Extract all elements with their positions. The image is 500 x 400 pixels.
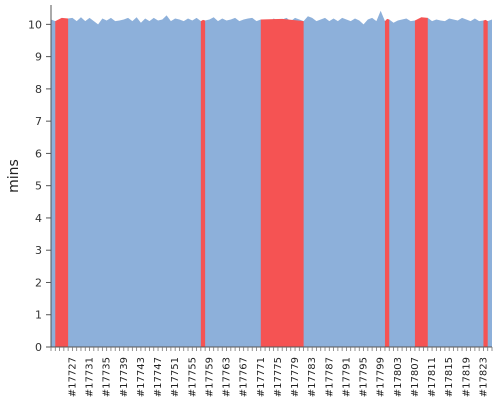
failed-build-band bbox=[200, 19, 206, 347]
x-tick-labels: #17727 #17731 #17735 #17739 #17743 #17747 #177… bbox=[67, 357, 489, 397]
x-tick-label: #17791 bbox=[341, 357, 352, 397]
y-tick-label: 1 bbox=[35, 309, 42, 322]
failed-build-band bbox=[260, 18, 304, 347]
axis-layer bbox=[46, 5, 493, 351]
failed-build-band bbox=[384, 18, 390, 347]
x-tick-label: #17775 bbox=[273, 357, 284, 397]
x-tick-label: #17759 bbox=[204, 357, 215, 397]
y-tick-label: 4 bbox=[35, 212, 42, 225]
x-tick-label: #17763 bbox=[222, 357, 233, 397]
failed-build-band bbox=[55, 17, 69, 347]
y-tick-label: 10 bbox=[28, 18, 42, 31]
y-tick-label: 5 bbox=[35, 180, 42, 193]
x-tick-label: #17751 bbox=[170, 357, 181, 397]
x-tick-label: #17811 bbox=[427, 357, 438, 397]
x-tick-label: #17795 bbox=[359, 357, 370, 397]
y-tick-label: 3 bbox=[35, 244, 42, 257]
y-tick-label: 7 bbox=[35, 115, 42, 128]
y-tick-label: 2 bbox=[35, 276, 42, 289]
y-axis-label: mins bbox=[6, 159, 22, 193]
x-tick-label: #17735 bbox=[102, 357, 113, 397]
failed-build-band bbox=[414, 17, 428, 348]
x-tick-label: #17799 bbox=[376, 357, 387, 397]
x-tick-label: #17803 bbox=[393, 357, 404, 397]
x-tick-label: #17747 bbox=[153, 357, 164, 397]
x-tick-label: #17787 bbox=[324, 357, 335, 397]
x-tick-label: #17731 bbox=[85, 357, 96, 397]
x-tick-label: #17739 bbox=[119, 357, 130, 397]
x-tick-label: #17779 bbox=[290, 357, 301, 397]
y-tick-labels: 0 1 2 3 4 5 6 7 8 9 10 bbox=[28, 18, 42, 354]
y-tick-label: 0 bbox=[35, 341, 42, 354]
x-tick-label: #17767 bbox=[239, 357, 250, 397]
x-tick-label: #17743 bbox=[136, 357, 147, 397]
area-layer bbox=[51, 10, 492, 348]
x-tick-label: #17823 bbox=[478, 357, 489, 397]
y-tick-label: 6 bbox=[35, 147, 42, 160]
x-tick-label: #17807 bbox=[410, 357, 421, 397]
x-tick-label: #17755 bbox=[187, 357, 198, 397]
x-tick-label: #17771 bbox=[256, 357, 267, 397]
y-tick-label: 8 bbox=[35, 83, 42, 96]
x-tick-label: #17819 bbox=[461, 357, 472, 397]
failed-build-band bbox=[483, 19, 488, 347]
x-tick-label: #17783 bbox=[307, 357, 318, 397]
y-tick-label: 9 bbox=[35, 51, 42, 64]
x-tick-label: #17727 bbox=[67, 357, 78, 397]
x-tick-label: #17815 bbox=[444, 357, 455, 397]
